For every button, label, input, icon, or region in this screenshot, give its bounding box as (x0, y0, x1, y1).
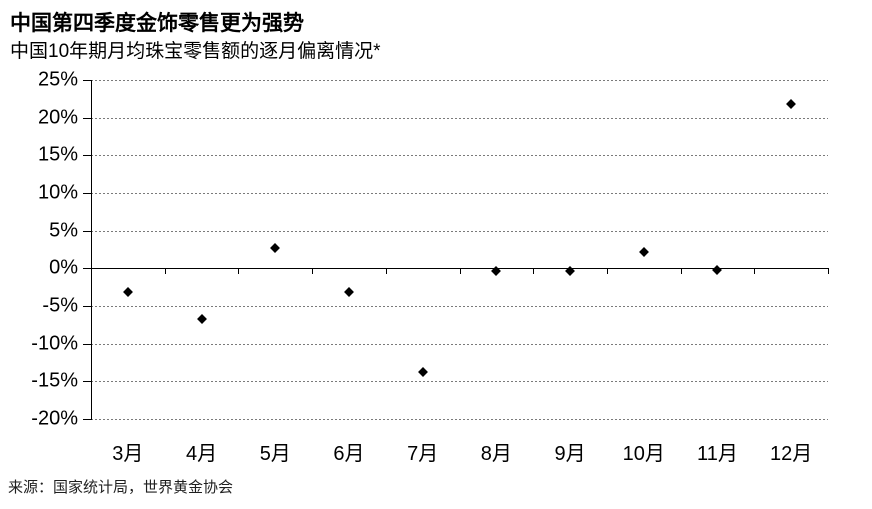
data-point-7月 (417, 367, 428, 378)
y-axis-tick (83, 230, 91, 232)
gridline-20 (91, 117, 828, 119)
data-point-12月 (786, 99, 797, 110)
y-axis-tick (83, 381, 91, 383)
chart-title: 中国第四季度金饰零售更为强势 (10, 12, 304, 35)
y-axis-tick (83, 419, 91, 420)
data-point-8月 (491, 265, 502, 276)
y-axis-label: 20% (37, 106, 78, 129)
data-point-3月 (122, 286, 133, 297)
y-axis-line (91, 80, 92, 420)
data-point-5月 (270, 243, 281, 253)
gridline-15 (91, 155, 828, 157)
x-axis-tick (533, 268, 535, 275)
x-axis-label: 4月 (185, 443, 218, 465)
x-axis-tick (91, 268, 92, 275)
x-axis-label: 10月 (622, 443, 665, 465)
y-axis-tick (83, 306, 91, 307)
gridline--5 (91, 306, 828, 307)
x-axis-label: 5月 (259, 443, 291, 465)
y-axis-label: 0% (49, 256, 78, 279)
x-axis-label: 6月 (333, 443, 365, 465)
x-axis-tick (459, 268, 461, 275)
y-axis-label: -5% (42, 294, 78, 317)
x-axis-label: 8月 (480, 443, 512, 465)
gridline--10 (91, 343, 828, 345)
x-axis-label: 11月 (697, 443, 738, 465)
plot-area (83, 80, 829, 420)
y-axis-label: -20% (31, 407, 78, 430)
x-axis-tick (754, 268, 756, 275)
x-axis-label: 9月 (554, 443, 586, 465)
y-axis-tick (83, 80, 91, 81)
gridline--15 (91, 381, 828, 383)
data-point-11月 (712, 264, 723, 275)
x-axis-tick (606, 268, 608, 275)
y-axis-label: -10% (31, 332, 78, 355)
y-axis-tick (83, 117, 91, 119)
y-axis-label: 25% (37, 68, 78, 91)
x-axis-label: 12月 (770, 443, 813, 465)
gridline--20 (91, 419, 828, 420)
data-point-6月 (343, 286, 354, 297)
x-axis-tick (680, 268, 682, 275)
y-axis-label: 5% (49, 219, 78, 242)
x-axis-tick (828, 268, 829, 275)
data-point-10月 (638, 246, 649, 257)
y-axis-label: 10% (37, 181, 78, 204)
y-axis-tick (83, 155, 91, 157)
chart-subtitle: 中国10年期月均珠宝零售额的逐月偏离情况* (10, 41, 381, 62)
source-note: 来源：国家统计局，世界黄金协会 (8, 479, 234, 496)
data-point-9月 (565, 265, 575, 276)
x-axis-tick (385, 268, 387, 275)
y-axis-tick (83, 268, 91, 270)
x-axis-tick (238, 268, 240, 275)
x-axis-tick (164, 268, 166, 275)
gridline-25 (91, 80, 828, 81)
y-axis-label: 15% (37, 143, 78, 166)
x-axis-tick (312, 268, 314, 275)
x-axis-label: 7月 (407, 443, 439, 465)
gridline-10 (91, 193, 828, 194)
y-axis-tick (83, 193, 91, 194)
x-axis-label: 3月 (112, 443, 144, 465)
gridline-5 (91, 230, 828, 232)
data-point-4月 (196, 313, 207, 324)
y-axis-tick (83, 343, 91, 345)
y-axis-label: -15% (31, 369, 78, 392)
